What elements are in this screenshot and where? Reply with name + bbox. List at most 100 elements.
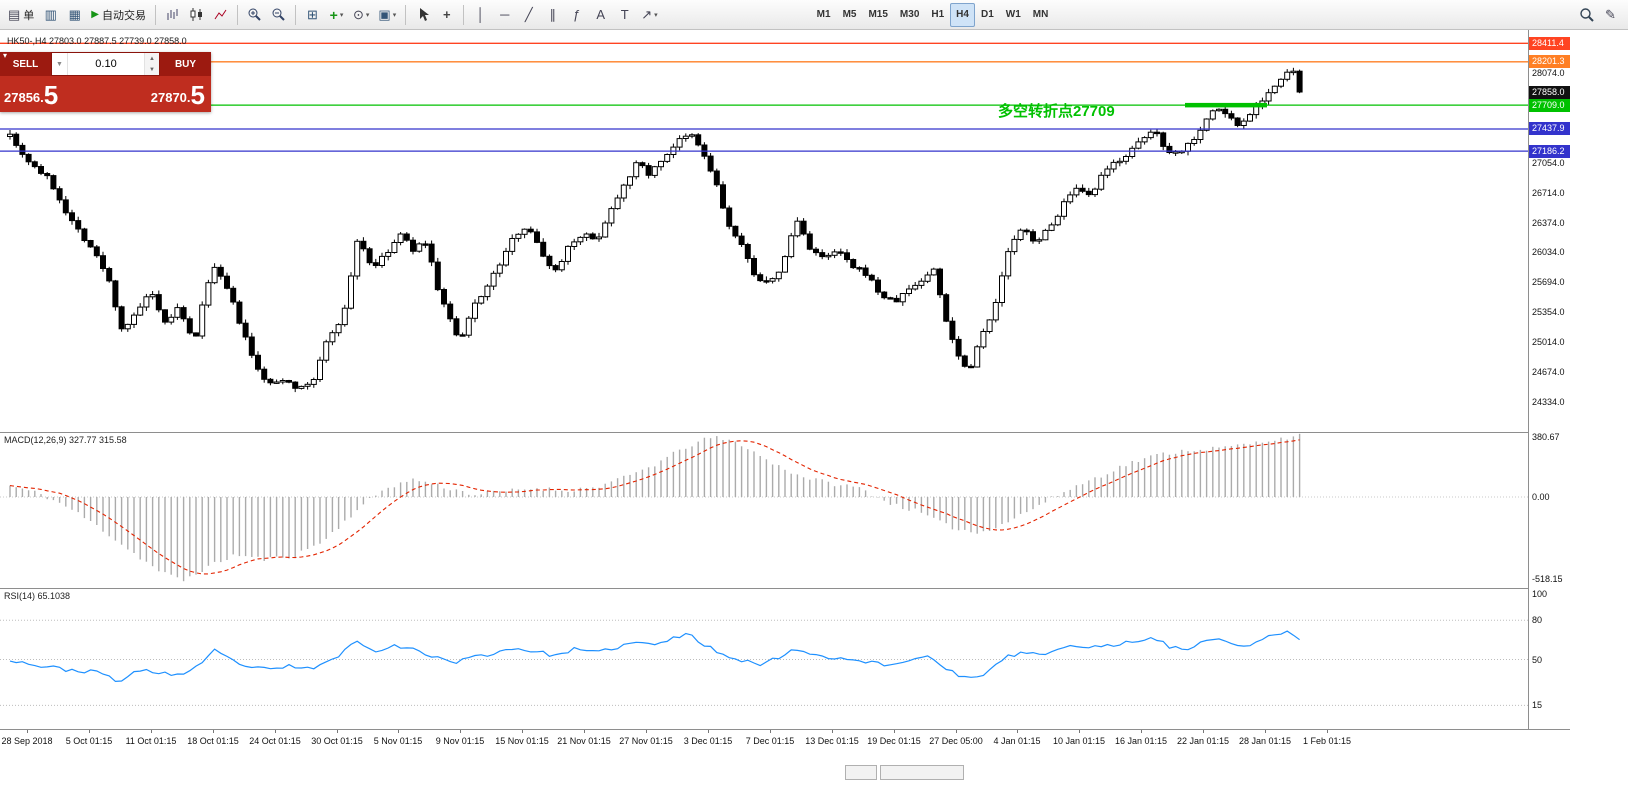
- time-axis-tick: [646, 730, 647, 733]
- time-axis-tick: [1017, 730, 1018, 733]
- price-axis-label: 25694.0: [1532, 277, 1565, 287]
- timeframe-w1-button[interactable]: W1: [1000, 3, 1027, 27]
- time-axis-tick: [832, 730, 833, 733]
- candlestick-chart-button[interactable]: [185, 3, 208, 27]
- timeframe-m15-button[interactable]: M15: [862, 3, 893, 27]
- chevron-down-icon: ▾: [365, 11, 370, 19]
- chart-window-button[interactable]: ▥: [39, 3, 62, 27]
- time-axis-label: 9 Nov 01:15: [435, 736, 485, 746]
- crosshair-icon: +: [442, 7, 451, 22]
- ohlc-values-label: 27803.0 27887.5 27739.0 27858.0: [49, 36, 187, 46]
- new-order-button[interactable]: ▤ 单: [4, 3, 38, 27]
- time-axis-label: 27 Nov 01:15: [619, 736, 673, 746]
- minimized-window-button[interactable]: [845, 765, 877, 780]
- timeframe-group: M1 M5 M15 M30 H1 H4 D1 W1 MN: [811, 2, 1055, 27]
- volume-increase-button[interactable]: ▲: [145, 53, 159, 64]
- buy-button[interactable]: BUY: [160, 52, 211, 76]
- panel-collapse-arrow-icon[interactable]: ▾: [3, 51, 8, 60]
- time-axis-tick: [27, 730, 28, 733]
- timeframe-d1-button[interactable]: D1: [975, 3, 1000, 27]
- timeframe-mn-button[interactable]: MN: [1027, 3, 1055, 27]
- price-level-badge: 27437.9: [1529, 122, 1570, 135]
- buy-price-last-digit: 5: [190, 80, 205, 110]
- fibonacci-button[interactable]: ƒ: [565, 3, 588, 27]
- time-axis-label: 28 Jan 01:15: [1238, 736, 1292, 746]
- equidistant-channel-button[interactable]: ∥: [541, 3, 564, 27]
- chart-window-icon: ▥: [44, 7, 57, 22]
- macd-axis[interactable]: 380.67 0.00 -518.15: [1529, 432, 1570, 588]
- timeframe-m30-button[interactable]: M30: [894, 3, 925, 27]
- autotrading-button[interactable]: ▶ 自动交易: [87, 3, 150, 27]
- time-axis-label: 21 Nov 01:15: [557, 736, 611, 746]
- time-axis-tick: [522, 730, 523, 733]
- templates-button[interactable]: ▣ ▾: [374, 3, 400, 27]
- macd-axis-label: -518.15: [1532, 574, 1563, 584]
- volume-input[interactable]: 0.10: [68, 53, 144, 75]
- price-level-badge: 27186.2: [1529, 145, 1570, 158]
- candlestick-chart[interactable]: [0, 30, 1528, 432]
- price-axis[interactable]: 28074.0 27054.0 26714.0 26374.0 26034.0 25694…: [1529, 30, 1570, 432]
- tile-windows-button[interactable]: ⊞: [301, 3, 324, 27]
- arrows-tool-button[interactable]: ↗ ▾: [637, 3, 661, 27]
- horizontal-line-button[interactable]: ─: [493, 3, 516, 27]
- new-order-label: 单: [23, 9, 35, 22]
- time-axis-label: 3 Dec 01:15: [683, 736, 733, 746]
- time-axis-tick: [1327, 730, 1328, 733]
- chart-properties-button[interactable]: ✎: [1599, 3, 1622, 27]
- rsi-indicator-chart[interactable]: [0, 588, 1528, 728]
- periods-button[interactable]: ⊙ ▾: [349, 3, 373, 27]
- one-click-trading-panel: ▾ SELL ▼ 0.10 ▲ ▼ BUY 27856.: [0, 51, 211, 112]
- main-toolbar: ▤ 单 ▥ ▦ ▶ 自动交易 ⊞ + ▾ ⊙ ▾ ▣ ▾ + │ ─ ╱ ∥ ƒ A T …: [0, 0, 1628, 30]
- volume-spinner: ▲ ▼: [144, 53, 159, 75]
- rsi-panel: RSI(14) 65.1038: [0, 588, 1528, 729]
- time-axis-label: 5 Oct 01:15: [65, 736, 113, 746]
- zoom-out-button[interactable]: [267, 3, 290, 27]
- time-axis-label: 19 Dec 01:15: [867, 736, 921, 746]
- time-axis[interactable]: 28 Sep 2018 5 Oct 01:15 11 Oct 01:15 18 Oct…: [0, 730, 1570, 752]
- sell-price-button[interactable]: 27856. 5: [4, 76, 58, 112]
- trendline-button[interactable]: ╱: [517, 3, 540, 27]
- price-axis-label: 24334.0: [1532, 397, 1565, 407]
- chevron-down-icon: ▾: [654, 11, 658, 19]
- horizontal-line-icon: ─: [500, 7, 510, 22]
- text-tool-button[interactable]: A: [589, 3, 612, 27]
- main-chart-panel: HK50-,H4 27803.0 27887.5 27739.0 27858.0…: [0, 30, 1528, 432]
- timeframe-m1-button[interactable]: M1: [811, 3, 837, 27]
- rsi-axis[interactable]: 100 80 50 15: [1529, 588, 1570, 729]
- time-axis-tick: [213, 730, 214, 733]
- chart-window: HK50-,H4 27803.0 27887.5 27739.0 27858.0…: [0, 30, 1570, 752]
- new-order-icon: ▤: [8, 7, 21, 22]
- profiles-button[interactable]: ▦: [63, 3, 86, 27]
- macd-indicator-chart[interactable]: [0, 432, 1528, 587]
- search-button[interactable]: [1575, 3, 1599, 27]
- volume-decrease-button[interactable]: ▼: [145, 64, 159, 75]
- panel-divider[interactable]: [0, 588, 1570, 589]
- pivot-annotation-text[interactable]: 多空转折点27709: [998, 103, 1115, 120]
- cursor-button[interactable]: [411, 3, 434, 27]
- timeframe-h1-button[interactable]: H1: [925, 3, 950, 27]
- time-axis-label: 30 Oct 01:15: [311, 736, 363, 746]
- time-axis-label: 7 Dec 01:15: [745, 736, 795, 746]
- indicators-button[interactable]: + ▾: [325, 3, 348, 27]
- timeframe-h4-button[interactable]: H4: [950, 2, 975, 27]
- line-chart-button[interactable]: [209, 3, 232, 27]
- edit-icon: ✎: [1605, 7, 1616, 22]
- panel-divider[interactable]: [0, 432, 1570, 433]
- bar-chart-button[interactable]: [161, 3, 184, 27]
- volume-dropdown-icon[interactable]: ▼: [52, 53, 68, 75]
- zoom-in-button[interactable]: [243, 3, 266, 27]
- vertical-line-button[interactable]: │: [469, 3, 492, 27]
- time-axis-tick: [770, 730, 771, 733]
- timeframe-m5-button[interactable]: M5: [837, 3, 863, 27]
- price-axis-border: [1528, 30, 1529, 729]
- time-axis-label: 16 Jan 01:15: [1114, 736, 1168, 746]
- label-tool-button[interactable]: T: [613, 3, 636, 27]
- macd-axis-label: 380.67: [1532, 432, 1560, 442]
- minimized-window-bar[interactable]: [880, 765, 964, 780]
- rsi-axis-label: 15: [1532, 700, 1543, 710]
- buy-price-button[interactable]: 27870. 5: [151, 76, 205, 112]
- price-axis-label: 27054.0: [1532, 158, 1565, 168]
- crosshair-button[interactable]: +: [435, 3, 458, 27]
- sell-button[interactable]: SELL: [0, 52, 51, 76]
- price-level-badge: 28411.4: [1529, 37, 1570, 50]
